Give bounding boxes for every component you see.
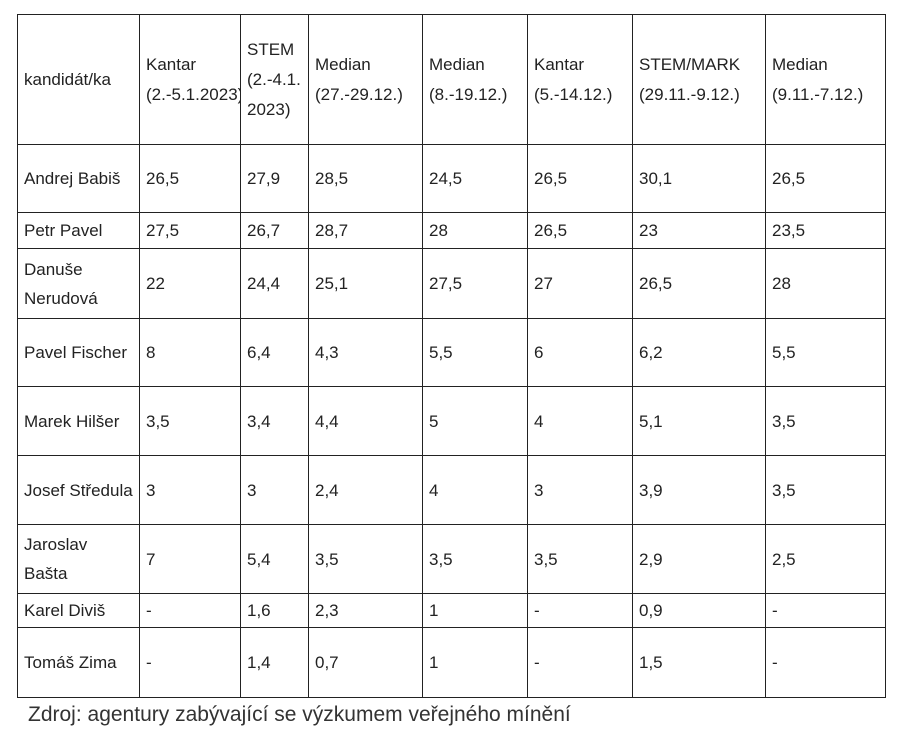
header-cell: Median (9.11.-7.12.): [765, 14, 886, 145]
value-cell: 1: [422, 627, 528, 698]
header-cell: Median (8.-19.12.): [422, 14, 528, 145]
value-cell: 27: [527, 248, 633, 319]
table-row: Danuše Nerudová 22 24,4 25,1 27,5 27 26,5 28: [17, 248, 886, 319]
header-row: kandidát/ka Kantar (2.-5.1.2023) STEM (2.-…: [17, 14, 886, 145]
table-row: Jaroslav Bašta 7 5,4 3,5 3,5 3,5 2,9 2,5: [17, 524, 886, 594]
table-row: Tomáš Zima -1,4 0,7 1-1,5-: [17, 627, 886, 698]
value-cell: 3: [139, 455, 241, 525]
value-cell: 5,5: [422, 318, 528, 387]
table-body: Andrej Babiš 26,5 27,9 28,5 24,5 26,5 30,1 26,5…: [17, 144, 886, 698]
table-row: Petr Pavel 27,5 26,7 28,7 28 26,5 23 23,5: [17, 212, 886, 249]
value-cell: 2,5: [765, 524, 886, 594]
value-cell: 3: [240, 455, 309, 525]
value-cell: 24,5: [422, 144, 528, 213]
value-cell: 25,1: [308, 248, 423, 319]
header-cell: Kantar (5.-14.12.): [527, 14, 633, 145]
candidate-cell: Marek Hilšer: [17, 386, 140, 456]
value-cell: -: [139, 627, 241, 698]
value-cell: 0,7: [308, 627, 423, 698]
value-cell: 4: [527, 386, 633, 456]
value-cell: 3,4: [240, 386, 309, 456]
value-cell: 3,5: [422, 524, 528, 594]
value-cell: 3: [527, 455, 633, 525]
value-cell: 5,5: [765, 318, 886, 387]
value-cell: 28: [422, 212, 528, 249]
value-cell: 28,5: [308, 144, 423, 213]
value-cell: 5: [422, 386, 528, 456]
value-cell: -: [139, 593, 241, 628]
value-cell: 6,4: [240, 318, 309, 387]
candidate-cell: Andrej Babiš: [17, 144, 140, 213]
poll-table: kandidát/ka Kantar (2.-5.1.2023) STEM (2.-…: [17, 14, 886, 698]
header-cell: Kantar (2.-5.1.2023): [139, 14, 241, 145]
value-cell: 28: [765, 248, 886, 319]
value-cell: 26,5: [527, 212, 633, 249]
value-cell: -: [527, 627, 633, 698]
value-cell: 3,5: [527, 524, 633, 594]
header-cell: STEM/MARK (29.11.-9.12.): [632, 14, 766, 145]
value-cell: 4,3: [308, 318, 423, 387]
value-cell: 1,6: [240, 593, 309, 628]
candidate-cell: Jaroslav Bašta: [17, 524, 140, 594]
value-cell: 23,5: [765, 212, 886, 249]
value-cell: 26,7: [240, 212, 309, 249]
value-cell: 5,4: [240, 524, 309, 594]
value-cell: 7: [139, 524, 241, 594]
value-cell: 27,9: [240, 144, 309, 213]
table-row: Marek Hilšer 3,5 3,4 4,4 5 4 5,1 3,5: [17, 386, 886, 456]
source-note: Zdroj: agentury zabývající se výzkumem v…: [28, 703, 571, 726]
value-cell: 2,4: [308, 455, 423, 525]
value-cell: 1: [422, 593, 528, 628]
value-cell: 23: [632, 212, 766, 249]
value-cell: 6: [527, 318, 633, 387]
table-row: Andrej Babiš 26,5 27,9 28,5 24,5 26,5 30,1 26,5: [17, 144, 886, 213]
value-cell: 26,5: [527, 144, 633, 213]
value-cell: 3,5: [139, 386, 241, 456]
table-row: Pavel Fischer 8 6,4 4,3 5,5 6 6,2 5,5: [17, 318, 886, 387]
candidate-cell: Danuše Nerudová: [17, 248, 140, 319]
value-cell: 30,1: [632, 144, 766, 213]
header-cell: Median (27.-29.12.): [308, 14, 423, 145]
candidate-cell: Pavel Fischer: [17, 318, 140, 387]
value-cell: -: [527, 593, 633, 628]
value-cell: 8: [139, 318, 241, 387]
value-cell: 3,5: [765, 386, 886, 456]
value-cell: 27,5: [139, 212, 241, 249]
header-cell: kandidát/ka: [17, 14, 140, 145]
value-cell: 2,3: [308, 593, 423, 628]
value-cell: 5,1: [632, 386, 766, 456]
value-cell: 1,5: [632, 627, 766, 698]
value-cell: 4: [422, 455, 528, 525]
value-cell: 2,9: [632, 524, 766, 594]
value-cell: 0,9: [632, 593, 766, 628]
value-cell: -: [765, 627, 886, 698]
value-cell: 1,4: [240, 627, 309, 698]
table-row: Karel Diviš -1,6 2,3 1-0,9-: [17, 593, 886, 628]
candidate-cell: Tomáš Zima: [17, 627, 140, 698]
value-cell: 26,5: [139, 144, 241, 213]
value-cell: 27,5: [422, 248, 528, 319]
value-cell: 6,2: [632, 318, 766, 387]
header-cell: STEM (2.-4.1. 2023): [240, 14, 309, 145]
value-cell: 24,4: [240, 248, 309, 319]
value-cell: 22: [139, 248, 241, 319]
value-cell: 4,4: [308, 386, 423, 456]
value-cell: 3,9: [632, 455, 766, 525]
candidate-cell: Karel Diviš: [17, 593, 140, 628]
value-cell: 26,5: [765, 144, 886, 213]
value-cell: -: [765, 593, 886, 628]
value-cell: 26,5: [632, 248, 766, 319]
value-cell: 3,5: [765, 455, 886, 525]
candidate-cell: Josef Středula: [17, 455, 140, 525]
value-cell: 28,7: [308, 212, 423, 249]
value-cell: 3,5: [308, 524, 423, 594]
table-row: Josef Středula 3 3 2,4 4 3 3,9 3,5: [17, 455, 886, 525]
candidate-cell: Petr Pavel: [17, 212, 140, 249]
